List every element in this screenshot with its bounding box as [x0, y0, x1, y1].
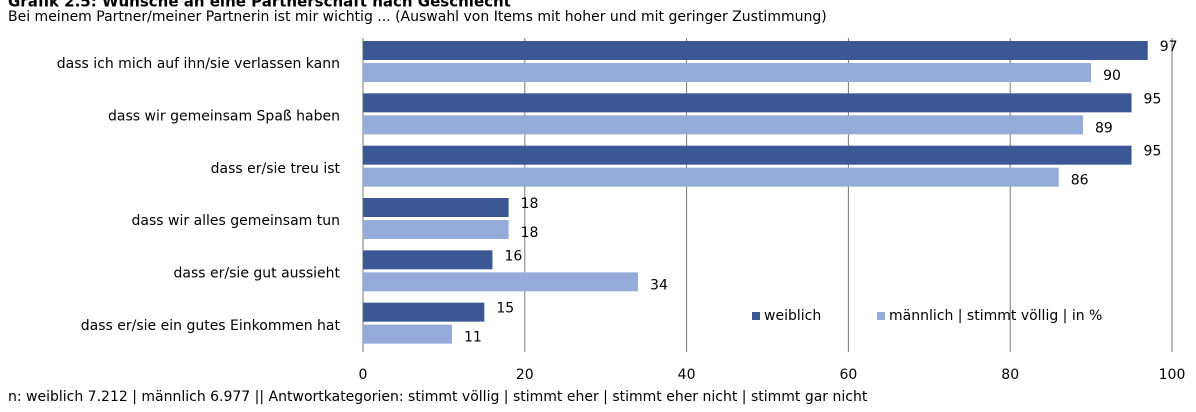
y-tick-label: dass er/sie ein gutes Einkommen hat — [81, 318, 341, 334]
legend-label: weiblich — [764, 308, 821, 324]
value-label: 89 — [1095, 120, 1113, 136]
value-label: 86 — [1071, 173, 1089, 189]
x-tick-label: 40 — [678, 367, 696, 383]
bar — [363, 220, 509, 239]
bar — [363, 272, 639, 292]
chart-title: Grafik 2.5: Wünsche an eine Partnerschaf… — [8, 0, 511, 11]
y-tick-label: dass wir alles gemeinsam tun — [132, 213, 340, 229]
bar — [363, 93, 1132, 113]
y-tick-label: dass ich mich auf ihn/sie verlassen kann — [57, 56, 340, 72]
value-label: 15 — [496, 301, 514, 317]
bar — [363, 41, 1148, 60]
value-label: 97 — [1160, 39, 1178, 55]
y-tick-label: dass er/sie treu ist — [211, 161, 341, 177]
y-tick-label: dass wir gemeinsam Spaß haben — [108, 109, 340, 125]
bar — [363, 302, 485, 322]
x-tick-label: 80 — [1001, 367, 1019, 383]
bar — [363, 198, 509, 217]
bar — [363, 250, 493, 270]
bar — [363, 324, 452, 344]
value-label: 18 — [521, 225, 539, 241]
bar — [363, 145, 1132, 165]
x-tick-label: 0 — [359, 367, 368, 383]
legend-label: männlich | stimmt völlig | in % — [889, 308, 1102, 324]
value-label: 34 — [650, 277, 668, 293]
value-label: 16 — [504, 248, 522, 264]
value-label: 18 — [521, 196, 539, 212]
value-label: 11 — [464, 330, 482, 346]
bar — [363, 63, 1092, 82]
x-tick-label: 20 — [516, 367, 534, 383]
y-tick-label: dass er/sie gut aussieht — [174, 266, 341, 282]
x-tick-label: 60 — [839, 367, 857, 383]
value-label: 90 — [1103, 68, 1121, 84]
value-label: 95 — [1144, 91, 1162, 107]
bar — [363, 115, 1084, 135]
bar — [363, 167, 1059, 187]
chart-subtitle: Bei meinem Partner/meiner Partnerin ist … — [8, 9, 827, 25]
value-label: 95 — [1144, 144, 1162, 160]
x-tick-label: 100 — [1159, 367, 1186, 383]
legend-swatch — [877, 312, 885, 320]
legend-swatch — [752, 312, 760, 320]
footnote: n: weiblich 7.212 | männlich 6.977 || An… — [8, 389, 868, 405]
